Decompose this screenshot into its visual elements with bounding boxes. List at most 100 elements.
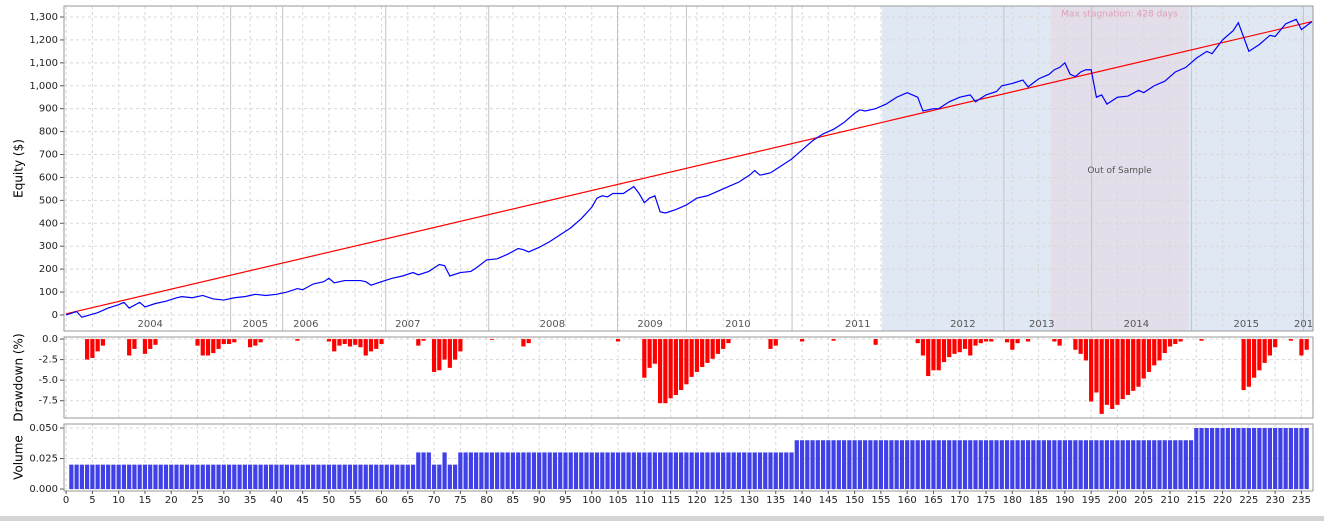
bar (936, 440, 941, 490)
bar (715, 339, 721, 354)
bar (1131, 440, 1136, 490)
y-tick-label: 0.0 (42, 334, 58, 345)
series-line (65, 18, 1313, 318)
x-tick-label: 140 (792, 495, 811, 506)
bar (826, 440, 831, 490)
y-axis-label: Equity ($) (12, 139, 26, 198)
bar (584, 452, 589, 490)
x-tick-label: 50 (323, 495, 336, 506)
bar (820, 440, 826, 490)
x-tick-label: 65 (401, 495, 414, 506)
bar (878, 440, 883, 490)
bar (983, 440, 989, 490)
bar (1115, 339, 1120, 405)
bar (311, 464, 316, 490)
bar (468, 452, 473, 490)
bar (300, 464, 305, 490)
y-tick-label: 700 (39, 150, 58, 161)
x-tick-label: 145 (819, 495, 838, 506)
bar (1146, 440, 1152, 490)
bar (142, 339, 148, 354)
bar (1252, 428, 1257, 490)
bar (395, 464, 400, 490)
bar (1241, 339, 1246, 391)
bar (489, 452, 495, 490)
bar (1188, 440, 1194, 490)
x-tick-label: 180 (1003, 495, 1022, 506)
bar (474, 452, 479, 490)
bar (253, 464, 258, 490)
bar (931, 440, 936, 490)
x-tick-label: 210 (1160, 495, 1179, 506)
bar (211, 464, 216, 490)
bar (1273, 428, 1278, 490)
bar (968, 339, 973, 356)
bar (1004, 339, 1010, 343)
y-tick-label: -2.5 (38, 355, 58, 366)
bar (521, 339, 526, 347)
bar (957, 440, 962, 490)
bar (363, 339, 368, 356)
x-tick-label: 220 (1213, 495, 1232, 506)
bar (1073, 339, 1078, 350)
x-tick-label: 120 (687, 495, 706, 506)
bar (705, 339, 710, 363)
bar (989, 339, 994, 342)
bar (1115, 440, 1120, 490)
bar (852, 440, 857, 490)
y-tick-label: 600 (39, 172, 58, 183)
bar (379, 339, 384, 344)
bar (279, 464, 284, 490)
x-tick-label: 5 (89, 495, 95, 506)
bar (1031, 440, 1036, 490)
x-tick-label: 195 (1082, 495, 1101, 506)
bar (74, 464, 79, 490)
bar (973, 339, 978, 346)
x-tick-label: 155 (871, 495, 890, 506)
year-label: 2014 (1124, 319, 1149, 330)
bar (663, 339, 668, 404)
bar (847, 440, 852, 490)
bar (658, 452, 663, 490)
bar (342, 464, 347, 490)
bar (631, 452, 636, 490)
bar (347, 464, 353, 490)
y-tick-label: 0.000 (29, 484, 58, 495)
bar (232, 339, 237, 343)
y-tick-label: 1,000 (29, 81, 58, 92)
x-tick-label: 230 (1266, 495, 1285, 506)
bar (127, 464, 132, 490)
x-tick-label: 20 (165, 495, 178, 506)
year-label: 2011 (845, 319, 870, 330)
bar (773, 452, 778, 490)
bar (831, 440, 836, 490)
bar (1278, 428, 1283, 490)
bar (1304, 428, 1309, 490)
x-tick-label: 85 (507, 495, 520, 506)
bar (1036, 440, 1041, 490)
bar (542, 452, 547, 490)
bar (526, 339, 531, 344)
bar (1094, 440, 1099, 490)
bar (169, 464, 174, 490)
bar (1094, 339, 1099, 393)
bar (1152, 440, 1157, 490)
bar (705, 452, 710, 490)
bar (626, 452, 631, 490)
bar (195, 464, 200, 490)
bar (1236, 428, 1241, 490)
bar (1089, 440, 1094, 490)
x-tick-label: 215 (1187, 495, 1206, 506)
x-tick-label: 55 (349, 495, 362, 506)
bar (1078, 339, 1083, 354)
bar (153, 464, 158, 490)
bar (374, 339, 379, 349)
bar (726, 452, 731, 490)
bar (516, 452, 521, 490)
bar (95, 464, 100, 490)
bar (1083, 339, 1089, 361)
bar (789, 452, 794, 490)
bar (1052, 339, 1057, 342)
bar (121, 464, 127, 490)
bar (242, 464, 247, 490)
